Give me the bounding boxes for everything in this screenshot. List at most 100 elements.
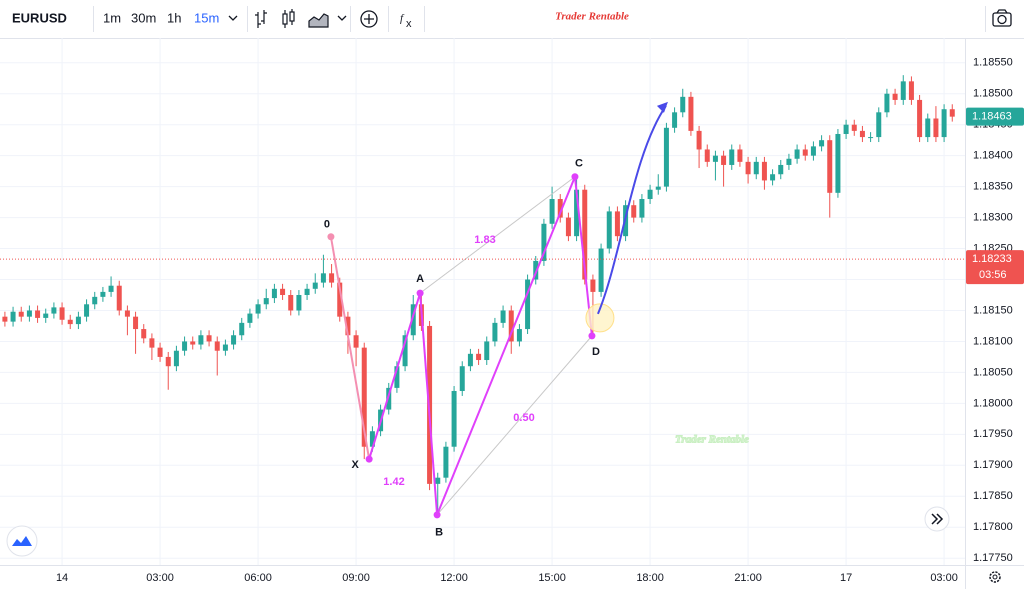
candle-body [329,273,335,283]
candle-body [435,477,441,484]
settings-gear[interactable] [989,571,1001,583]
y-tick-label: 1.18000 [973,397,1013,409]
candle-body [598,248,604,292]
pattern-guide [419,176,576,294]
y-tick-label: 1.18500 [973,88,1013,100]
candle-body [933,118,939,138]
candle-body [631,205,637,218]
brand-title: Trader Rentable [555,11,629,23]
candle-body [810,146,816,156]
candle-body [582,189,588,280]
candle-body [263,298,269,305]
toolbar: EURUSD f x Trader Rentable 1m 30m 1h 15m [0,6,1024,39]
candle-body [819,140,825,147]
candle-body [231,335,237,345]
candle-body [394,366,400,388]
interval-button[interactable]: 1m [103,10,121,25]
candle-body [827,140,833,193]
chart-style-icons[interactable] [255,9,329,28]
symbol[interactable]: EURUSD [12,10,67,25]
pattern-label: C [575,158,583,170]
candle-body [26,310,32,317]
pattern-point [327,233,335,241]
candles [2,75,955,515]
candle-body [288,294,294,311]
candle-body [451,390,457,447]
candle-body [59,307,65,320]
scroll-right-button[interactable] [924,506,950,532]
candle-body [859,130,865,138]
style-dropdown[interactable] [337,15,347,21]
pattern-label: B [435,527,443,539]
candle-body [663,127,669,187]
interval-button[interactable]: 1h [167,10,181,25]
separators [93,6,986,32]
x-tick-label: 21:00 [734,572,762,584]
projection-arrow [597,105,667,315]
y-tick-label: 1.18550 [973,57,1013,69]
candle-body [492,322,498,342]
candle-body [876,112,882,138]
interval-dropdown[interactable] [228,15,238,21]
candle-body [165,356,171,367]
x-tick-label: 06:00 [244,572,272,584]
pattern-label: X [351,459,359,471]
candle-body [647,189,653,200]
candle-body [941,109,947,138]
interval-button[interactable]: 30m [131,10,156,25]
y-tick-label: 1.17900 [973,459,1013,471]
fx-icon[interactable]: f x [400,13,412,30]
candle-body [917,99,923,138]
candle-body [108,285,114,292]
candle-body [925,118,931,138]
candle-body [549,199,555,224]
pattern-overlay: 0 X A B C D 1.83 1.42 0.50 [324,101,668,539]
x-tick-label: 12:00 [440,572,468,584]
candle-body [320,273,326,283]
candle-body [786,158,792,165]
x-tick-label: 03:00 [146,572,174,584]
price-tag [966,250,1024,285]
logo-button[interactable] [6,525,38,557]
candle-body [214,341,220,351]
candle-body [949,109,955,117]
candle-body [18,311,24,317]
candle-body [116,285,122,311]
candle-body [508,310,514,342]
candle-body [843,124,849,134]
svg-text:f: f [400,13,405,25]
camera-icon[interactable] [992,9,1012,27]
axes: 1.17750 1.17800 1.17850 1.17900 1.17950 1.180… [0,57,1024,584]
y-tick-label: 1.17850 [973,490,1013,502]
candle-body [761,161,767,181]
candle-body [565,217,571,237]
candle-body [239,322,245,336]
candle-body [835,133,841,193]
candle-body [386,387,392,410]
ratio-label: 1.83 [474,234,495,246]
y-tick-label: 1.18050 [973,366,1013,378]
candle-body [655,186,661,190]
candle-body [353,335,359,348]
price-tag-label: 1.18233 [972,253,1012,265]
x-tick-label: 03:00 [930,572,958,584]
candle-body [443,446,449,478]
candle-body [67,319,73,325]
candle-body [892,93,898,100]
candle-body [590,279,596,292]
candle-body [541,223,547,261]
candle-body [459,366,465,391]
interval-button[interactable]: 15m [194,10,219,25]
indicator-add-icon[interactable] [360,10,378,28]
candle-body [574,189,580,237]
pattern-leg [329,236,371,460]
candle-body [851,124,857,131]
x-tick-label: 09:00 [342,572,370,584]
candle-body [737,149,743,162]
candle-body [794,149,800,159]
y-tick-label: 1.18100 [973,335,1013,347]
x-tick-label: 17 [840,572,852,584]
candle-body [2,316,8,322]
x-tick-label: 18:00 [636,572,664,584]
